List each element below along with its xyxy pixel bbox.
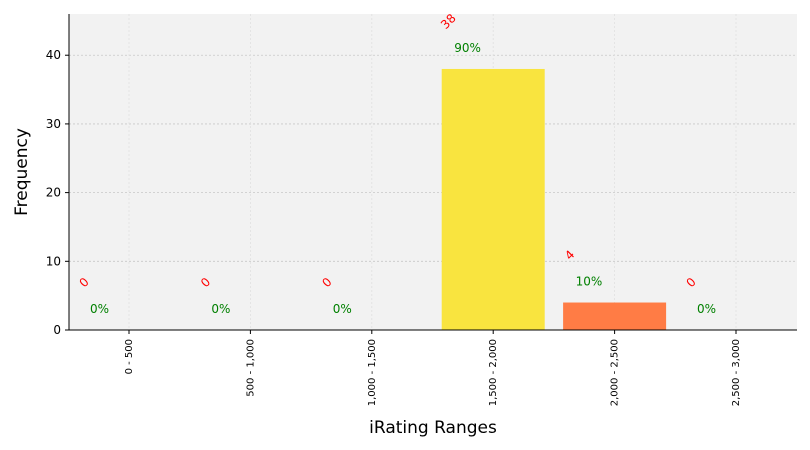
x-tick-label: 2,000 - 2,500 (610, 339, 621, 406)
y-tick-label: 20 (46, 186, 61, 200)
bar (441, 68, 545, 331)
x-axis-title: iRating Ranges (369, 418, 497, 438)
percent-label: 0% (697, 302, 716, 316)
percent-label: 90% (454, 41, 481, 55)
y-axis-title: Frequency (12, 128, 32, 216)
x-tick-label: 1,500 - 2,000 (488, 339, 499, 406)
x-tick-label: 1,000 - 1,500 (367, 339, 378, 406)
percent-label: 0% (90, 302, 109, 316)
x-tick-label: 500 - 1,000 (245, 339, 256, 397)
bars (441, 68, 667, 331)
x-tick-label: 0 - 500 (124, 339, 135, 374)
y-tick-label: 30 (46, 117, 61, 131)
x-ticks: 0 - 500 500 - 1,000 1,000 - 1,500 1,500 - 2… (124, 330, 742, 406)
y-tick-label: 0 (53, 323, 61, 337)
percent-label: 0% (333, 302, 352, 316)
plot-background (69, 14, 797, 330)
y-ticks: 0 10 20 30 40 (46, 48, 69, 337)
y-tick-label: 10 (46, 254, 61, 268)
y-tick-label: 40 (46, 48, 61, 62)
percent-label: 0% (211, 302, 230, 316)
x-tick-label: 2,500 - 3,000 (731, 339, 742, 406)
bar (563, 302, 667, 330)
percent-label: 10% (576, 274, 603, 288)
